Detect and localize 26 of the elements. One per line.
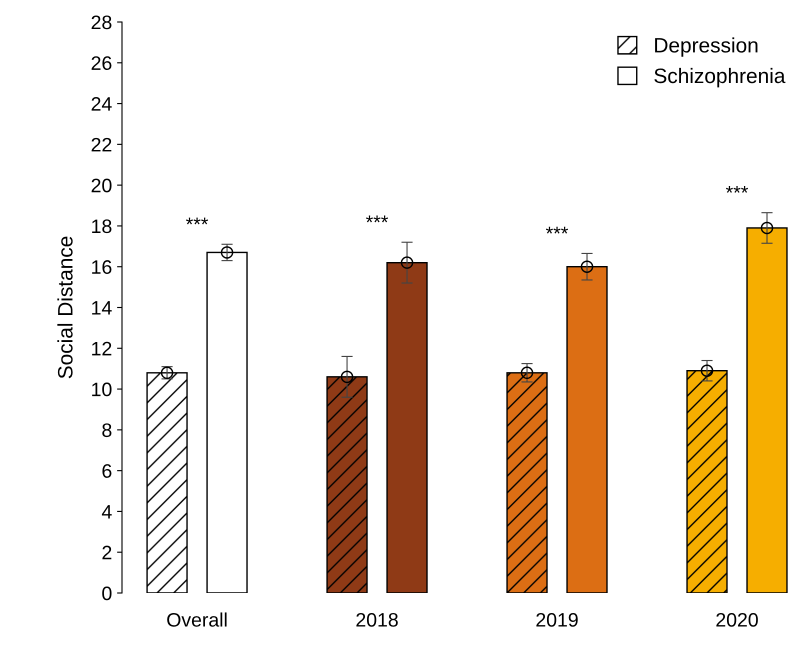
- y-tick-label: 10: [92, 382, 112, 396]
- legend-label: Schizophrenia: [654, 68, 786, 88]
- x-tick-label: Overall: [167, 612, 227, 627]
- annotation: ***: [366, 216, 388, 222]
- y-tick-label: 28: [92, 15, 112, 30]
- x-tick-label: 2020: [716, 612, 758, 627]
- x-tick-label: 2018: [356, 612, 398, 627]
- y-tick-label: 8: [102, 423, 112, 438]
- y-tick-label: 12: [92, 342, 112, 356]
- legend-label: Depression: [655, 37, 758, 57]
- y-tick-label: 2: [102, 546, 112, 560]
- annotation: ***: [546, 226, 568, 234]
- y-tick-label: 14: [92, 301, 112, 315]
- y-tick-label: 16: [92, 260, 112, 274]
- y-tick-label: 18: [92, 219, 112, 234]
- annotation: ***: [726, 186, 748, 193]
- y-tick-label: 20: [92, 178, 112, 192]
- y-tick-label: 26: [92, 56, 112, 70]
- y-axis-title: Social Distance: [57, 236, 73, 378]
- x-tick-label: 2019: [536, 612, 578, 627]
- annotation: ***: [186, 218, 208, 224]
- y-tick-label: 24: [92, 97, 112, 111]
- y-tick-label: 22: [92, 138, 112, 152]
- y-tick-label: 0: [102, 586, 112, 600]
- y-tick-label: 4: [102, 505, 112, 518]
- y-tick-label: 6: [102, 464, 112, 478]
